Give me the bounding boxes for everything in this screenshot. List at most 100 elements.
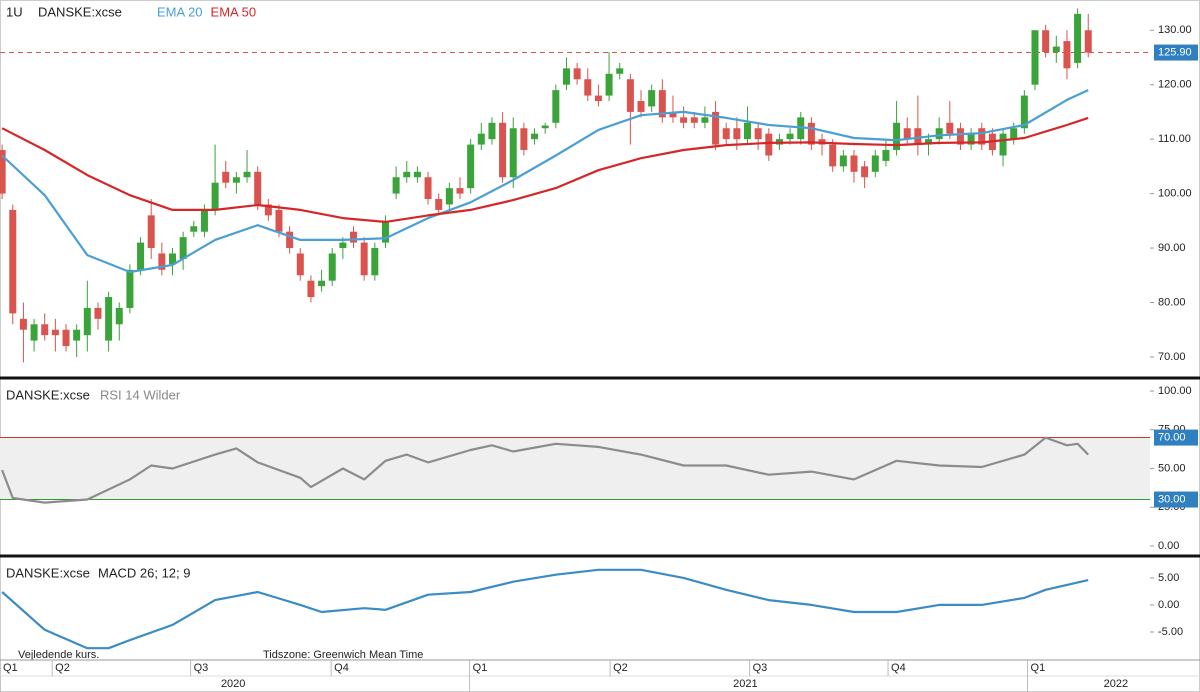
candle-body	[562, 68, 570, 85]
candle-body	[1010, 128, 1018, 140]
candle-body	[286, 231, 294, 249]
candle-body	[403, 171, 411, 178]
candle-body	[232, 177, 240, 183]
year-label: 2021	[733, 678, 757, 690]
legend-entry: EMA 50	[211, 4, 257, 19]
y-tick-label: 5.00	[1158, 572, 1179, 584]
candle-body	[296, 253, 304, 276]
candle-body	[893, 122, 901, 151]
candle-body	[381, 220, 389, 243]
candle-body	[722, 128, 730, 140]
line	[1, 568, 1089, 650]
candle-body	[1031, 30, 1039, 85]
candle-body	[83, 307, 91, 336]
candle-body	[1052, 46, 1060, 53]
y-tick-label: 90.00	[1158, 242, 1186, 254]
candle-body	[243, 171, 251, 178]
candle-body	[179, 237, 187, 259]
x-tick-label: Q1	[1031, 662, 1046, 674]
y-tick-label: 0.00	[1158, 599, 1179, 611]
candle-body	[552, 90, 560, 123]
candle-body	[94, 307, 102, 319]
candle-body	[925, 139, 933, 145]
x-tick-label: Q3	[194, 662, 209, 674]
candle-body	[584, 79, 592, 96]
y-tick-label: 100.00	[1158, 187, 1192, 199]
candle-body	[1020, 95, 1028, 129]
x-tick-label: Q4	[334, 662, 349, 674]
y-tick-label: 130.00	[1158, 24, 1192, 36]
candle-body	[105, 297, 113, 341]
candle-body	[765, 133, 773, 156]
candle-body	[424, 177, 432, 200]
y-tick-label: 120.00	[1158, 79, 1192, 91]
candle-body	[594, 95, 602, 102]
candle-body	[658, 90, 666, 118]
candle-body	[690, 117, 698, 123]
candle-body	[935, 128, 943, 140]
candle-body	[254, 171, 262, 205]
indicator-title: MACD 26; 12; 9	[98, 565, 191, 580]
candle-body	[1084, 30, 1092, 53]
candle-body	[669, 111, 677, 118]
candle-body	[956, 128, 964, 145]
candle-body	[520, 128, 528, 151]
candle-body	[733, 128, 741, 140]
candle-body	[637, 101, 645, 112]
indicator-title: RSI 14 Wilder	[100, 387, 181, 402]
y-tick-label: 110.00	[1158, 133, 1191, 145]
candle-body	[541, 125, 549, 129]
candle-body	[222, 171, 230, 183]
candle-body	[318, 280, 326, 287]
candle-body	[488, 122, 496, 140]
last-price-label: 125.90	[1158, 46, 1192, 58]
candle-body	[467, 144, 475, 189]
candle-body	[999, 133, 1007, 156]
candle-body	[1074, 13, 1082, 63]
symbol: DANSKE:xcse	[6, 387, 90, 402]
candle-body	[360, 242, 368, 276]
candle-body	[850, 155, 858, 172]
candle-body	[137, 242, 145, 270]
candle-body	[41, 324, 49, 336]
candle-body	[744, 122, 751, 140]
candle-body	[839, 155, 847, 167]
candle-body	[1063, 41, 1071, 69]
candle-body	[73, 329, 81, 341]
candle-body	[339, 242, 347, 249]
candle-body	[754, 128, 762, 140]
y-tick-label: 50.00	[1158, 462, 1186, 474]
candle-body	[115, 307, 123, 325]
candle-body	[371, 248, 379, 276]
candle-body	[829, 144, 837, 167]
period: 1U	[6, 4, 23, 19]
candle-body	[786, 133, 794, 140]
candle-body	[807, 122, 815, 145]
x-tick-label: Q4	[891, 662, 906, 674]
y-tick-label: 80.00	[1158, 296, 1186, 308]
note: Vejledende kurs.	[18, 649, 99, 661]
candle-body	[946, 122, 954, 134]
candle-body	[264, 204, 272, 216]
candle-body	[701, 117, 709, 123]
x-tick-label: Q1	[473, 662, 488, 674]
candle-body	[211, 182, 219, 210]
candle-body	[477, 133, 485, 145]
candle-body	[328, 253, 336, 281]
year-label: 2020	[221, 678, 245, 690]
line	[1, 436, 1089, 504]
candle-body	[435, 199, 443, 210]
candle-body	[350, 231, 358, 243]
candle-body	[616, 68, 624, 74]
x-tick-label: Q2	[55, 662, 70, 674]
candle-body	[169, 253, 176, 265]
candle-body	[62, 329, 70, 347]
y-tick-label: 100.00	[1158, 385, 1192, 397]
level-box	[1154, 429, 1198, 446]
candle-body	[30, 324, 38, 341]
candle-body	[9, 209, 17, 314]
candle-body	[275, 209, 283, 232]
candle-body	[51, 329, 59, 336]
symbol: DANSKE:xcse	[6, 565, 90, 580]
